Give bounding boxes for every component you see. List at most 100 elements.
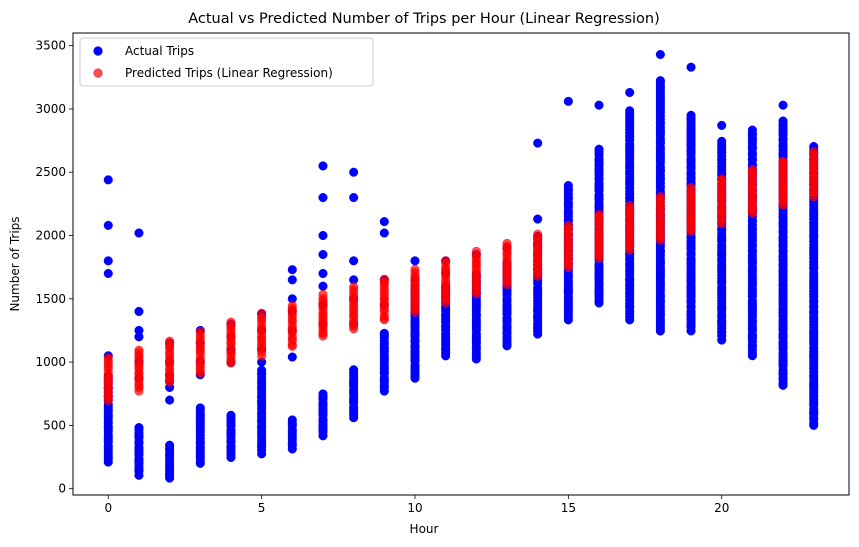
y-tick-label: 1500 <box>35 292 66 306</box>
legend-marker-actual <box>93 46 103 56</box>
actual-point <box>809 382 819 392</box>
actual-point <box>655 76 665 86</box>
actual-point <box>747 332 757 342</box>
x-tick-label: 20 <box>714 501 729 515</box>
actual-point <box>717 136 727 146</box>
actual-point <box>318 249 328 260</box>
y-tick-label: 500 <box>43 418 66 432</box>
actual-point <box>287 415 297 425</box>
actual-point <box>257 365 267 375</box>
actual-point <box>563 286 573 296</box>
y-tick-label: 3500 <box>35 39 66 53</box>
actual-point <box>287 265 297 275</box>
actual-point <box>134 423 144 433</box>
actual-point <box>625 275 635 285</box>
actual-point <box>318 281 328 291</box>
actual-point <box>379 228 389 238</box>
actual-point <box>379 328 389 338</box>
plot-area-frame <box>72 32 850 496</box>
x-tick-label: 15 <box>561 501 576 515</box>
actual-point <box>287 275 297 285</box>
y-tick-label: 1000 <box>35 355 66 369</box>
predicted-point <box>502 238 512 248</box>
predicted-point <box>747 164 757 174</box>
predicted-point <box>533 229 543 239</box>
actual-point <box>134 325 144 336</box>
actual-point <box>717 120 727 130</box>
legend: Actual Trips Predicted Trips (Linear Reg… <box>79 37 374 87</box>
actual-point <box>778 357 788 367</box>
actual-point <box>134 228 144 238</box>
x-tick-label: 0 <box>104 501 112 515</box>
actual-point <box>165 440 175 450</box>
legend-label-actual: Actual Trips <box>125 44 194 58</box>
x-axis-ticks: 0 5 10 15 20 <box>104 495 729 515</box>
predicted-point <box>809 147 819 157</box>
actual-point <box>349 365 359 375</box>
chart-title: Actual vs Predicted Number of Trips per … <box>188 11 660 27</box>
actual-point <box>686 110 696 120</box>
predicted-point <box>349 282 359 292</box>
actual-point <box>318 389 328 399</box>
predicted-point <box>625 200 635 211</box>
actual-point <box>226 410 236 420</box>
actual-point <box>103 175 113 185</box>
y-tick-label: 0 <box>58 482 66 496</box>
actual-point <box>563 96 573 106</box>
legend-marker-predicted <box>93 68 103 78</box>
points-layer <box>103 49 819 483</box>
predicted-point <box>257 308 267 318</box>
actual-point <box>809 329 819 339</box>
actual-point <box>686 62 696 72</box>
actual-point <box>318 230 328 241</box>
actual-point <box>287 352 297 362</box>
actual-point <box>410 256 420 266</box>
actual-point <box>533 214 543 224</box>
predicted-point <box>226 317 236 327</box>
actual-point <box>103 220 113 230</box>
predicted-point <box>165 336 175 346</box>
x-tick-label: 10 <box>407 501 422 515</box>
predicted-point <box>410 264 420 274</box>
actual-point <box>655 268 665 279</box>
y-axis-label: Number of Trips <box>8 216 22 311</box>
actual-point <box>809 408 819 418</box>
actual-point <box>778 294 788 304</box>
predicted-point <box>379 274 389 284</box>
x-axis-label: Hour <box>410 522 439 536</box>
actual-point <box>686 287 696 298</box>
actual-point <box>318 192 328 203</box>
actual-point <box>717 319 727 329</box>
actual-point <box>809 351 819 361</box>
predicted-point <box>471 246 481 256</box>
actual-point <box>655 49 665 60</box>
predicted-point <box>103 353 113 363</box>
predicted-point <box>778 156 788 166</box>
predicted-point <box>655 192 665 202</box>
actual-point <box>594 100 604 110</box>
legend-label-predicted: Predicted Trips (Linear Regression) <box>125 66 333 80</box>
actual-point <box>747 125 757 135</box>
predicted-point <box>563 221 573 231</box>
actual-point <box>349 256 359 266</box>
actual-point <box>778 116 788 126</box>
actual-point <box>778 332 788 342</box>
predicted-point <box>686 183 696 193</box>
actual-point <box>747 306 757 317</box>
predicted-point <box>195 326 205 337</box>
actual-point <box>349 167 359 177</box>
actual-point <box>594 144 604 154</box>
actual-point <box>778 100 788 110</box>
actual-point <box>103 256 113 266</box>
actual-point <box>625 106 635 116</box>
actual-point <box>809 306 819 317</box>
predicted-point <box>717 174 727 184</box>
actual-point <box>318 161 328 171</box>
actual-point <box>625 87 635 98</box>
actual-point <box>165 395 175 405</box>
y-tick-label: 3000 <box>35 102 66 116</box>
predicted-point <box>594 209 604 220</box>
series-1 <box>103 147 819 406</box>
